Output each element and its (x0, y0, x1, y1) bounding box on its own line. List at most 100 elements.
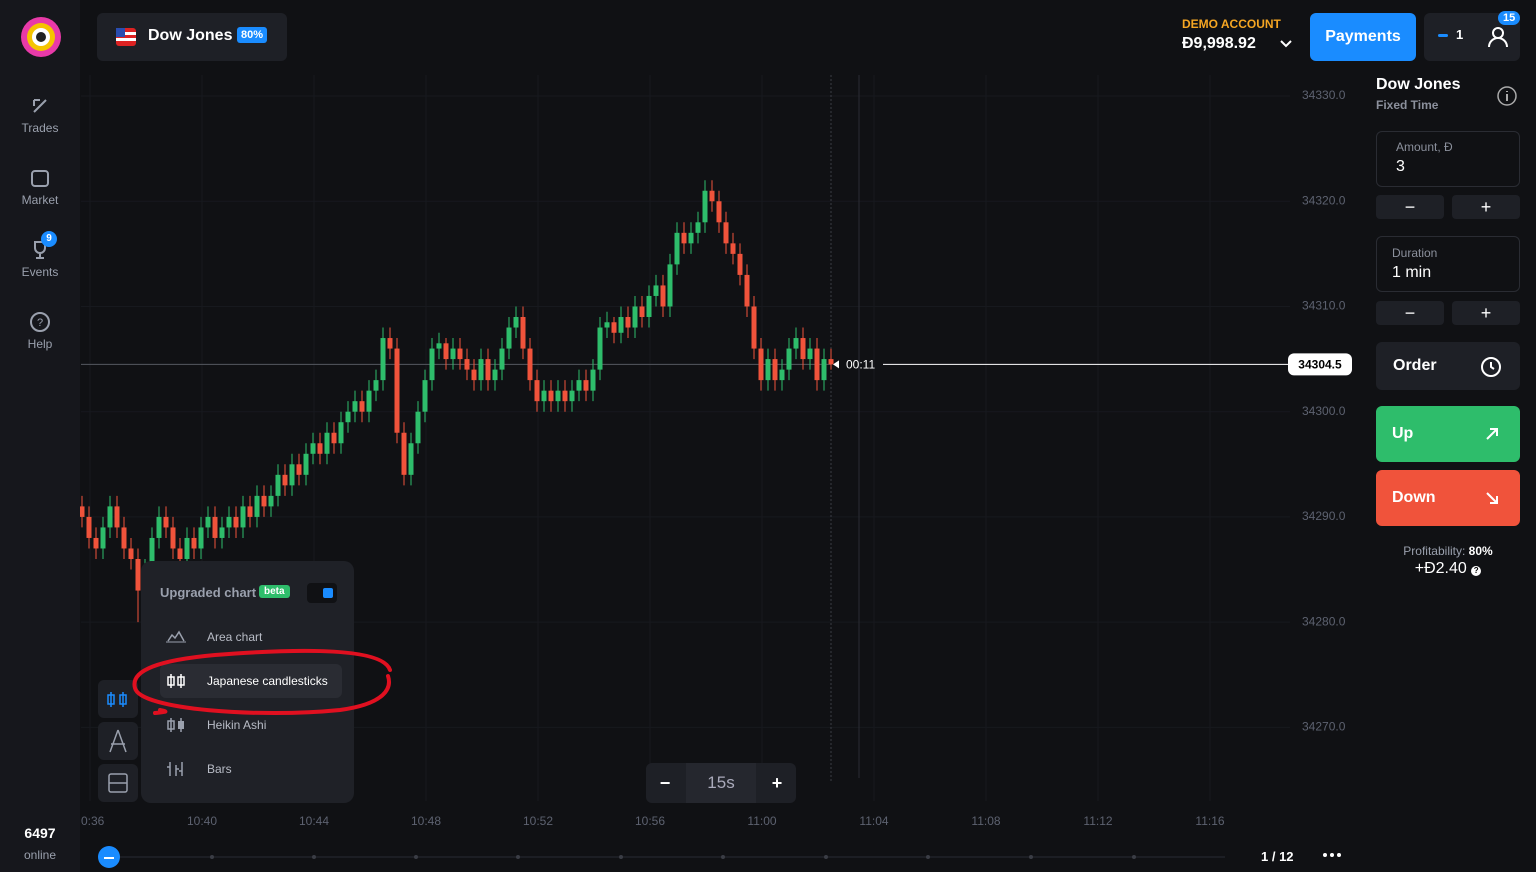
x-tick-label: 11:04 (859, 814, 888, 828)
x-tick-label: 11:16 (1195, 814, 1224, 828)
amount-minus[interactable]: − (1376, 195, 1444, 219)
candle-body (618, 317, 624, 333)
candle-body (275, 474, 281, 496)
candle-body (212, 516, 218, 538)
duration-field[interactable]: Duration 1 min (1376, 236, 1520, 292)
candle-body (359, 401, 365, 412)
nav-label: Events (21, 265, 59, 279)
menu-item[interactable]: Area chart (160, 620, 340, 654)
chevron[interactable] (1279, 38, 1293, 50)
candle-body (562, 390, 568, 402)
order-button[interactable]: Order (1376, 342, 1520, 390)
up-label: Up (1392, 425, 1414, 442)
toggle[interactable] (307, 583, 337, 603)
profit: +Đ2.40 ? (1376, 560, 1520, 578)
candle-body (653, 285, 659, 296)
y-tick-label: 34280.0 (1302, 614, 1346, 628)
candle-body (485, 359, 491, 381)
nav-help[interactable]: ? Help (0, 310, 80, 351)
y-tick-label: 34290.0 (1302, 509, 1346, 523)
logo (21, 17, 61, 57)
nav-trades[interactable]: Trades (0, 94, 80, 135)
trades-count: 1 (1456, 27, 1464, 42)
x-tick-label: 10:52 (523, 814, 553, 828)
candle-body (583, 380, 589, 391)
order-label: Order (1393, 357, 1437, 374)
timeline (98, 846, 1225, 868)
candle-body (303, 453, 309, 475)
candle-body (268, 495, 274, 507)
candle-body (569, 390, 575, 402)
annotation (132, 648, 392, 716)
asset-selector[interactable]: Dow Jones 80% (97, 13, 287, 61)
candle-body (415, 411, 421, 444)
nav-label: Help (27, 337, 53, 351)
candle-body (373, 380, 379, 391)
menu-item[interactable]: Japanese candlesticks (160, 664, 342, 698)
candle-body (443, 343, 449, 360)
candle-body (422, 380, 428, 412)
candle-body (800, 338, 806, 360)
candle-body (751, 306, 757, 349)
nav-market[interactable]: Market (0, 166, 80, 207)
candle-body (450, 348, 456, 360)
candle-body (828, 359, 834, 365)
zoom-control: − 15s + (646, 763, 796, 803)
candle-body (639, 306, 645, 317)
panel-mode: Fixed Time (1376, 98, 1439, 112)
duration-minus[interactable]: − (1376, 301, 1444, 325)
candle-body (541, 390, 547, 402)
candle-body (366, 390, 372, 412)
zoom-in[interactable]: + (771, 772, 783, 793)
more-button[interactable] (1322, 850, 1342, 860)
balance[interactable]: Đ9,998.92 (1182, 35, 1256, 52)
nav-label: Trades (21, 121, 59, 135)
candle-body (604, 322, 610, 328)
chart-type-button[interactable] (98, 680, 138, 718)
candle-body (555, 390, 561, 402)
candle-body (527, 348, 533, 381)
amount-plus[interactable]: + (1452, 195, 1520, 219)
candle-body (156, 516, 162, 538)
candle-body (128, 548, 134, 559)
online-label: online (23, 848, 57, 862)
candle-body (534, 380, 540, 402)
duration-value: 1 min (1392, 264, 1432, 281)
layout-button[interactable] (98, 764, 138, 802)
payout-badge: 80% (237, 27, 268, 43)
candle-body (660, 285, 666, 307)
nav-events[interactable]: Events (0, 238, 80, 279)
drawing-button[interactable] (98, 722, 138, 760)
candle-body (464, 359, 470, 370)
candle-body (709, 190, 715, 202)
payments-button[interactable]: Payments (1310, 13, 1416, 61)
candle-body (793, 338, 799, 349)
candle-body (93, 537, 99, 549)
menu-item[interactable]: Bars (160, 752, 340, 786)
duration-plus[interactable]: + (1452, 301, 1520, 325)
candle-body (737, 253, 743, 275)
candle-body (499, 348, 505, 370)
info-icon[interactable] (1496, 85, 1518, 107)
y-tick-label: 34300.0 (1302, 404, 1346, 418)
up-button[interactable]: Up (1376, 406, 1520, 462)
duration-label: Duration (1392, 246, 1438, 260)
down-button[interactable]: Down (1376, 470, 1520, 526)
candle-body (135, 559, 141, 591)
candle-body (289, 464, 295, 486)
candle-body (191, 537, 197, 549)
amount-field[interactable]: Amount, Đ 3 (1376, 131, 1520, 187)
menu-item[interactable]: Heikin Ashi (160, 708, 340, 742)
profitability: Profitability: 80% (1376, 544, 1520, 558)
candle-body (380, 338, 386, 381)
candle-body (310, 443, 316, 454)
user-box[interactable]: 1 15 (1424, 11, 1521, 61)
candle-body (646, 295, 652, 317)
zoom-out[interactable]: − (659, 772, 671, 793)
candle-body (506, 327, 512, 349)
y-tick-label: 34320.0 (1302, 193, 1346, 207)
candle-body (590, 369, 596, 391)
profitability-value: 80% (1468, 544, 1493, 558)
candle-body (786, 348, 792, 370)
